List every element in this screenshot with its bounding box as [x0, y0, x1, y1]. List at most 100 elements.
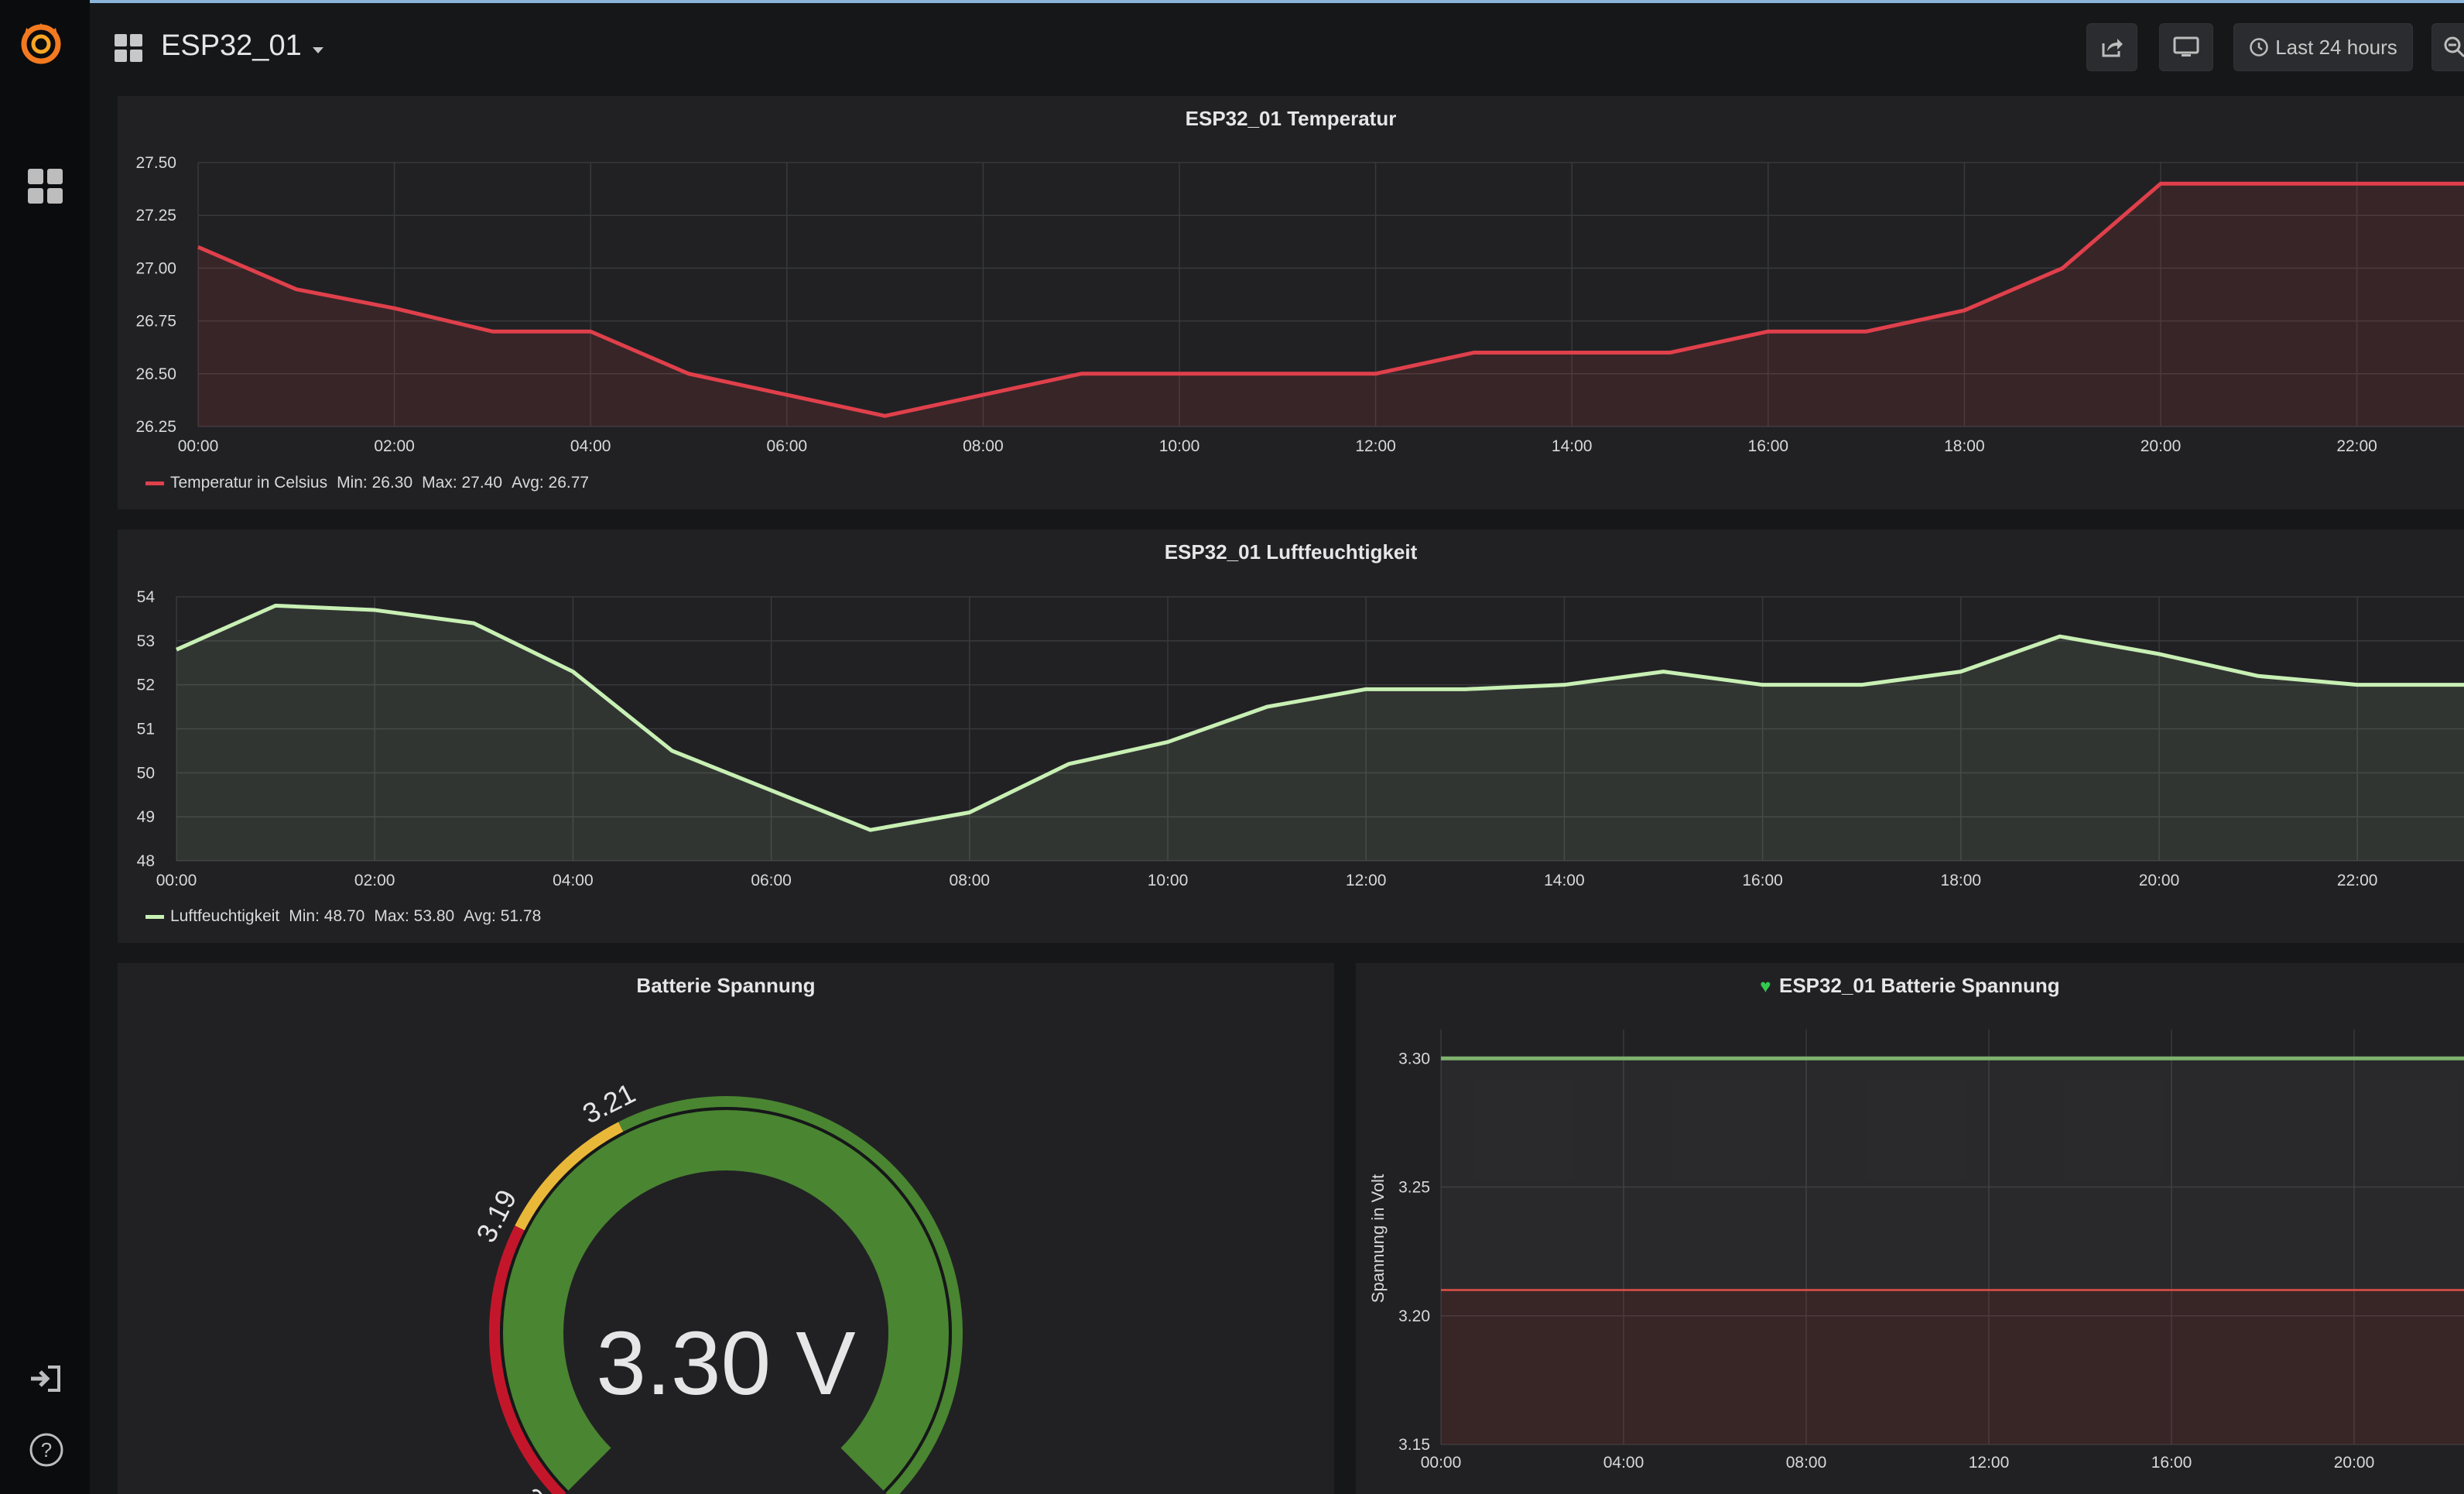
x-tick-label: 04:00 [570, 437, 611, 455]
temperature-panel-title[interactable]: ESP32_01 Temperatur [1185, 107, 1397, 130]
legend-color-swatch [145, 481, 164, 485]
x-tick-label: 16:00 [1742, 872, 1783, 889]
dashboard-title: ESP32_01 [161, 29, 302, 62]
x-tick-label: 04:00 [553, 872, 594, 889]
y-tick-label: 3.15 [1398, 1436, 1430, 1454]
y-tick-label: 27.25 [135, 207, 176, 224]
y-tick-label: 26.50 [135, 365, 176, 383]
humidity-legend[interactable]: Luftfeuchtigkeit Min: 48.70 Max: 53.80 A… [145, 907, 541, 926]
y-tick-label: 26.25 [135, 418, 176, 436]
x-tick-label: 20:00 [2139, 872, 2180, 889]
share-button[interactable] [2086, 23, 2137, 71]
x-tick-label: 16:00 [2151, 1454, 2192, 1472]
legend-avg: Avg: 51.78 [464, 907, 542, 925]
humidity-panel-title[interactable]: ESP32_01 Luftfeuchtigkeit [1164, 540, 1418, 564]
battery-gauge-panel: Batterie Spannung 3.153.193.213.3 3.30 V [118, 963, 1334, 1494]
caret-down-icon [312, 46, 323, 53]
x-tick-label: 14:00 [1552, 437, 1593, 455]
x-tick-label: 10:00 [1148, 872, 1189, 889]
y-tick-label: 52 [137, 677, 155, 694]
legend-min: Min: 48.70 [289, 907, 365, 925]
series-line [197, 181, 2464, 418]
x-tick-label: 10:00 [1159, 437, 1200, 455]
series-area [176, 605, 2464, 861]
y-tick-label: 3.20 [1398, 1307, 1430, 1325]
svg-text:?: ? [41, 1438, 52, 1461]
x-tick-label: 22:00 [2337, 872, 2378, 889]
battery-gauge: 3.153.193.213.3 [470, 1077, 963, 1494]
temperature-panel: ESP32_01 Temperatur 26.25 26.50 26.75 27.00… [118, 96, 2464, 509]
temperature-legend[interactable]: Temperatur in Celsius Min: 26.30 Max: 27… [145, 474, 589, 492]
threshold-band-yellow [515, 1122, 624, 1231]
legend-series-name: Luftfeuchtigkeit [170, 907, 280, 925]
x-tick-label: 06:00 [767, 437, 808, 455]
legend-max: Max: 27.40 [422, 474, 503, 492]
threshold-region [1441, 1290, 2464, 1444]
x-tick-label: 16:00 [1748, 437, 1789, 455]
x-tick-label: 14:00 [1544, 872, 1585, 889]
zoom-out-icon [2444, 36, 2464, 58]
x-tick-label: 08:00 [1786, 1454, 1827, 1472]
y-tick-label: 27.00 [135, 259, 176, 277]
x-tick-label: 20:00 [2141, 437, 2182, 455]
dashboard-grid-icon [115, 34, 142, 62]
series-area [1441, 1058, 2464, 1290]
monitor-icon [2173, 36, 2199, 57]
battery-gauge-title[interactable]: Batterie Spannung [636, 974, 816, 997]
x-tick-label: 00:00 [178, 437, 219, 455]
top-navbar: ESP32_01 Last 24 hours [90, 0, 2464, 93]
series-area [198, 183, 2464, 427]
y-tick-label: 3.30 [1398, 1050, 1430, 1067]
threshold-band-green [618, 1096, 963, 1494]
time-range-picker[interactable]: Last 24 hours [2233, 23, 2413, 71]
x-tick-label: 08:00 [963, 437, 1004, 455]
sign-in-icon[interactable] [29, 1364, 62, 1393]
dashboards-icon[interactable] [28, 169, 63, 204]
battery-chart-title-wrap[interactable]: ♥ ESP32_01 Batterie Spannung [1356, 974, 2464, 998]
x-tick-label: 12:00 [1355, 437, 1396, 455]
x-tick-label: 08:00 [950, 872, 991, 889]
time-range-label: Last 24 hours [2275, 35, 2397, 59]
x-tick-label: 04:00 [1603, 1454, 1644, 1472]
y-tick-label: 49 [137, 808, 155, 826]
zoom-out-button[interactable] [2431, 23, 2464, 71]
humidity-chart[interactable]: 48 49 50 51 52 53 54 00:00 02:00 04:00 06:00 08:00 1… [118, 529, 2464, 943]
grafana-logo-icon[interactable] [15, 17, 67, 68]
tv-mode-button[interactable] [2159, 23, 2213, 71]
battery-chart-title: ESP32_01 Batterie Spannung [1779, 974, 2060, 997]
gauge-value: 3.30 V [596, 1313, 856, 1413]
battery-chart-panel: ♥ ESP32_01 Batterie Spannung 3.15 3.20 3.2… [1356, 963, 2464, 1494]
y-axis-label: Spannung in Volt [1368, 1174, 1388, 1303]
share-icon [2102, 39, 2123, 57]
help-icon[interactable]: ? [29, 1432, 64, 1468]
y-tick-label: 48 [137, 852, 155, 870]
y-tick-label: 3.25 [1398, 1179, 1430, 1197]
x-tick-label: 02:00 [374, 437, 415, 455]
y-tick-label: 54 [137, 588, 156, 606]
x-tick-label: 22:00 [2336, 437, 2377, 455]
x-tick-label: 12:00 [1969, 1454, 2010, 1472]
x-tick-label: 18:00 [1944, 437, 1985, 455]
legend-min: Min: 26.30 [337, 474, 413, 492]
legend-series-name: Temperatur in Celsius [170, 474, 328, 492]
x-tick-label: 06:00 [751, 872, 792, 889]
battery-chart[interactable]: 3.15 3.20 3.25 3.30 00:00 04:00 08:00 12:00 16:0… [1356, 963, 2464, 1494]
y-tick-label: 26.75 [135, 313, 176, 331]
gauge-value-arc [503, 1110, 949, 1491]
legend-avg: Avg: 26.77 [512, 474, 590, 492]
x-tick-label: 02:00 [354, 872, 395, 889]
gauge-scale-label: 3.3 [880, 1487, 929, 1494]
y-tick-label: 53 [137, 632, 155, 650]
series-line [175, 603, 2464, 832]
dashboard-picker[interactable]: ESP32_01 [161, 29, 323, 63]
x-tick-label: 00:00 [1421, 1454, 1462, 1472]
y-tick-label: 51 [137, 721, 155, 738]
sidebar: ? [0, 0, 90, 1494]
legend-max: Max: 53.80 [374, 907, 455, 925]
x-tick-label: 12:00 [1346, 872, 1387, 889]
x-tick-label: 20:00 [2334, 1454, 2375, 1472]
temperature-chart[interactable]: 26.25 26.50 26.75 27.00 27.25 27.50 00:00 02:00… [118, 96, 2464, 545]
humidity-panel: ESP32_01 Luftfeuchtigkeit 48 49 50 51 52 53 54… [118, 529, 2464, 943]
legend-color-swatch [145, 914, 164, 919]
y-tick-label: 27.50 [135, 154, 176, 172]
